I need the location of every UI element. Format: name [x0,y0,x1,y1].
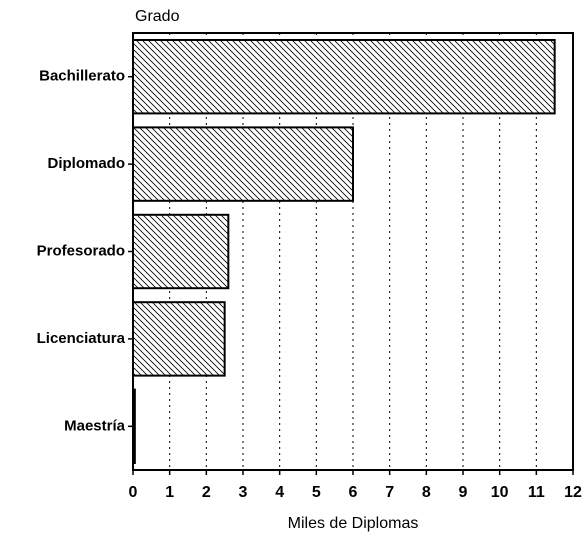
plot-frame [132,32,574,471]
bar [132,301,226,377]
bar [132,126,354,202]
x-tick-label: 11 [528,484,545,501]
x-tick-label: 7 [385,484,394,501]
x-tick-label: 6 [349,484,358,501]
x-tick-label: 3 [239,484,248,501]
y-tick-label: Profesorado [37,242,125,259]
x-tick-label: 10 [491,484,509,501]
x-tick-label: 12 [564,484,582,501]
bar [132,213,230,290]
y-tick-label: Maestría [64,417,126,434]
x-axis-title: Miles de Diplomas [288,515,419,532]
y-tick-label: Bachillerato [39,68,125,85]
x-tick-label: 0 [129,484,138,501]
x-tick-label: 5 [312,484,321,501]
x-tick-label: 4 [275,484,284,501]
x-tick-label: 2 [202,484,211,501]
x-tick-label: 9 [459,484,468,501]
y-axis-title: Grado [135,8,180,25]
y-tick-label: Licenciatura [37,330,126,347]
x-tick-label: 1 [165,484,174,501]
y-tick-label: Diplomado [48,155,126,172]
bar [132,38,556,115]
x-tick-label: 8 [422,484,431,501]
